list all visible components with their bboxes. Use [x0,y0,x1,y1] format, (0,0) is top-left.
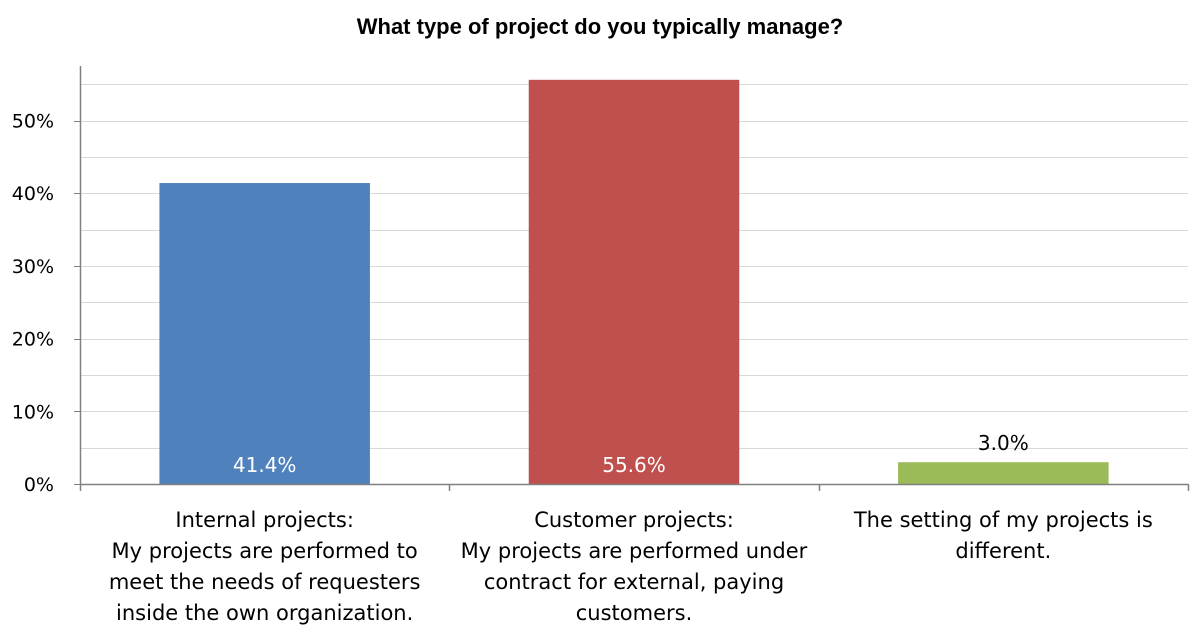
y-tick-label: 30% [12,256,54,278]
data-label: 41.4% [233,453,297,477]
y-tick-label: 10% [12,401,54,423]
bar [159,183,370,485]
x-category-labels: Internal projects: My projects are perfor… [109,508,1153,625]
data-label: 55.6% [602,453,666,477]
y-tick-label: 20% [12,329,54,351]
chart-title: What type of project do you typically ma… [357,14,844,39]
y-tick-labels: 0% 10% 20% 30% 40% 50% [12,111,54,496]
x-category-label: The setting of my projects is different. [853,508,1153,563]
axes [74,66,1190,491]
bar [898,462,1109,484]
data-label: 3.0% [978,431,1029,455]
data-labels: 41.4% 55.6% 3.0% [233,431,1029,477]
x-category-label: Internal projects: My projects are perfor… [109,508,421,625]
y-tick-label: 40% [12,183,54,205]
y-tick-label: 0% [24,474,54,496]
bars [159,79,1109,485]
x-category-label: Customer projects: My projects are perfor… [461,508,808,625]
y-tick-label: 50% [12,111,54,133]
bar [528,79,740,485]
